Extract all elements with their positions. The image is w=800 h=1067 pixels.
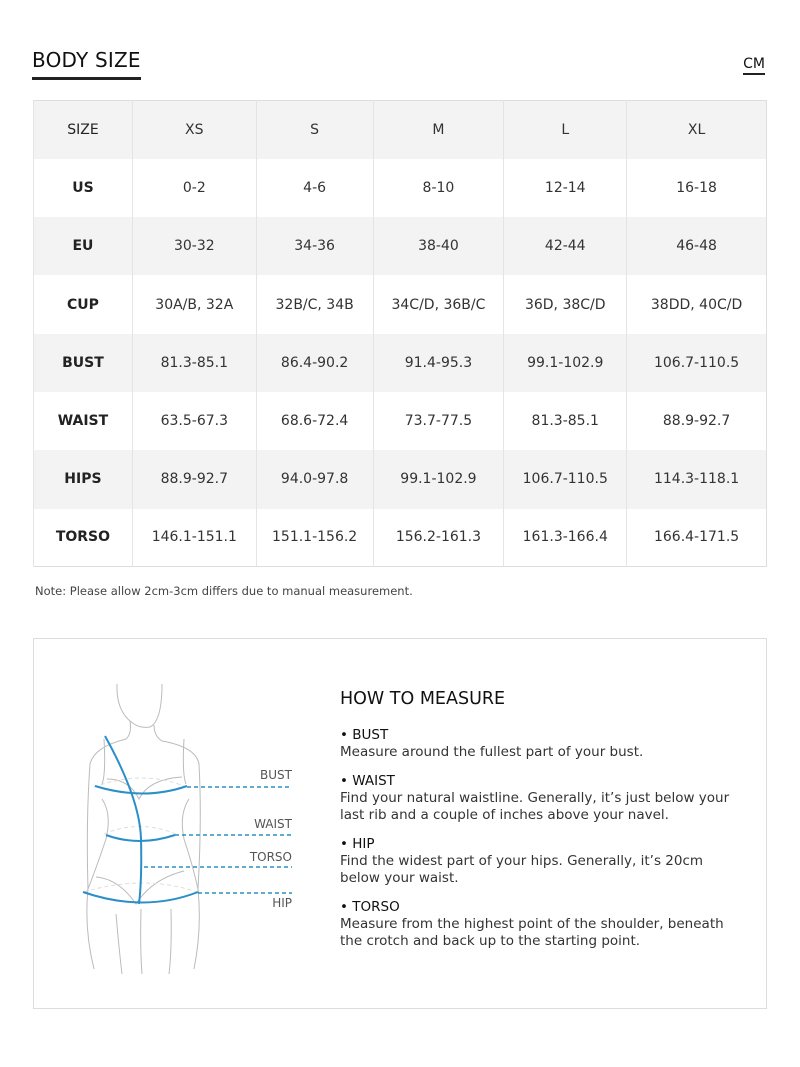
table-cell: 106.7-110.5 [503, 450, 627, 509]
table-row: US 0-2 4-6 8-10 12-14 16-18 [33, 158, 767, 218]
hip-label: HIP [272, 896, 292, 910]
unit-toggle[interactable]: CM [743, 56, 765, 75]
how-to-measure-panel: BUST WAIST TORSO HIP HOW TO MEASURE • BU… [33, 638, 767, 1009]
row-label: EU [33, 217, 133, 276]
table-cell: 73.7-77.5 [372, 391, 504, 451]
size-header-cell: S [255, 100, 374, 159]
table-cell: 81.3-85.1 [131, 333, 257, 392]
measurement-lines [82, 735, 199, 905]
table-cell: 99.1-102.9 [372, 450, 504, 509]
table-cell: 46-48 [626, 217, 767, 276]
table-cell: 156.2-161.3 [372, 508, 504, 567]
table-cell: 38DD, 40C/D [626, 275, 767, 334]
table-cell: 94.0-97.8 [255, 450, 374, 509]
size-header-cell: M [372, 100, 504, 159]
table-cell: 151.1-156.2 [255, 508, 374, 567]
waist-label: WAIST [254, 817, 293, 831]
measure-item: • HIP Find the widest part of your hips. … [340, 836, 740, 887]
table-cell: 36D, 38C/D [503, 275, 627, 334]
measure-item-text: Measure around the fullest part of your … [340, 744, 644, 760]
table-cell: 16-18 [626, 158, 767, 218]
table-row: EU 30-32 34-36 38-40 42-44 46-48 [33, 217, 767, 276]
body-outline [85, 683, 201, 975]
row-label: US [33, 158, 133, 218]
measure-item-text: Measure from the highest point of the sh… [340, 916, 724, 949]
measure-item: • TORSO Measure from the highest point of… [340, 899, 740, 950]
table-row: SIZE XS S M L XL [33, 100, 767, 159]
table-cell: 34-36 [255, 217, 374, 276]
table-row: CUP 30A/B, 32A 32B/C, 34B 34C/D, 36B/C 36D, … [33, 275, 767, 334]
table-cell: 34C/D, 36B/C [372, 275, 504, 334]
row-label: SIZE [33, 100, 133, 159]
measure-item-heading: • BUST [340, 727, 389, 743]
row-label: WAIST [33, 391, 133, 451]
table-cell: 38-40 [372, 217, 504, 276]
table-cell: 86.4-90.2 [255, 333, 374, 392]
size-header-cell: XL [626, 100, 767, 159]
table-cell: 91.4-95.3 [372, 333, 504, 392]
table-cell: 63.5-67.3 [131, 391, 257, 451]
row-label: CUP [33, 275, 133, 334]
table-cell: 146.1-151.1 [131, 508, 257, 567]
measure-item-heading: • TORSO [340, 899, 400, 915]
table-cell: 4-6 [255, 158, 374, 218]
measure-item-heading: • WAIST [340, 773, 395, 789]
table-cell: 30A/B, 32A [131, 275, 257, 334]
table-row: HIPS 88.9-92.7 94.0-97.8 99.1-102.9 106.7-11… [33, 450, 767, 509]
measure-item-text: Find the widest part of your hips. Gener… [340, 853, 704, 886]
bust-label: BUST [260, 768, 293, 782]
table-cell: 81.3-85.1 [503, 391, 627, 451]
row-label: HIPS [33, 450, 133, 509]
table-row: WAIST 63.5-67.3 68.6-72.4 73.7-77.5 81.3-85.… [33, 391, 767, 451]
how-to-measure: HOW TO MEASURE • BUST Measure around the … [340, 689, 740, 962]
size-table: SIZE XS S M L XL US 0-2 4-6 8-10 12-14 16-18 EU 30-32… [33, 100, 767, 568]
measure-item: • WAIST Find your natural waistline. Gene… [340, 773, 740, 824]
table-row: TORSO 146.1-151.1 151.1-156.2 156.2-161.3 16… [33, 508, 767, 567]
table-cell: 88.9-92.7 [131, 450, 257, 509]
table-cell: 0-2 [131, 158, 257, 218]
table-cell: 161.3-166.4 [503, 508, 627, 567]
table-cell: 88.9-92.7 [626, 391, 767, 451]
body-measurement-figure: BUST WAIST TORSO HIP [82, 683, 293, 975]
size-header-cell: XS [131, 100, 257, 159]
measure-item: • BUST Measure around the fullest part of… [340, 727, 740, 761]
table-cell: 42-44 [503, 217, 627, 276]
table-cell: 106.7-110.5 [626, 333, 767, 392]
table-cell: 30-32 [131, 217, 257, 276]
table-cell: 114.3-118.1 [626, 450, 767, 509]
measure-item-text: Find your natural waistline. Generally, … [340, 790, 730, 823]
measure-item-heading: • HIP [340, 836, 375, 852]
size-header-cell: L [503, 100, 627, 159]
table-cell: 32B/C, 34B [255, 275, 374, 334]
how-to-measure-title: HOW TO MEASURE [340, 689, 506, 709]
measurement-note: Note: Please allow 2cm-3cm differs due t… [35, 584, 413, 598]
table-cell: 166.4-171.5 [626, 508, 767, 567]
table-cell: 8-10 [372, 158, 504, 218]
table-cell: 68.6-72.4 [255, 391, 374, 451]
row-label: BUST [33, 333, 133, 392]
page-title: BODY SIZE [32, 48, 141, 80]
table-row: BUST 81.3-85.1 86.4-90.2 91.4-95.3 99.1-102.… [33, 333, 767, 392]
torso-label: TORSO [249, 850, 292, 864]
table-cell: 99.1-102.9 [503, 333, 627, 392]
row-label: TORSO [33, 508, 133, 567]
table-cell: 12-14 [503, 158, 627, 218]
